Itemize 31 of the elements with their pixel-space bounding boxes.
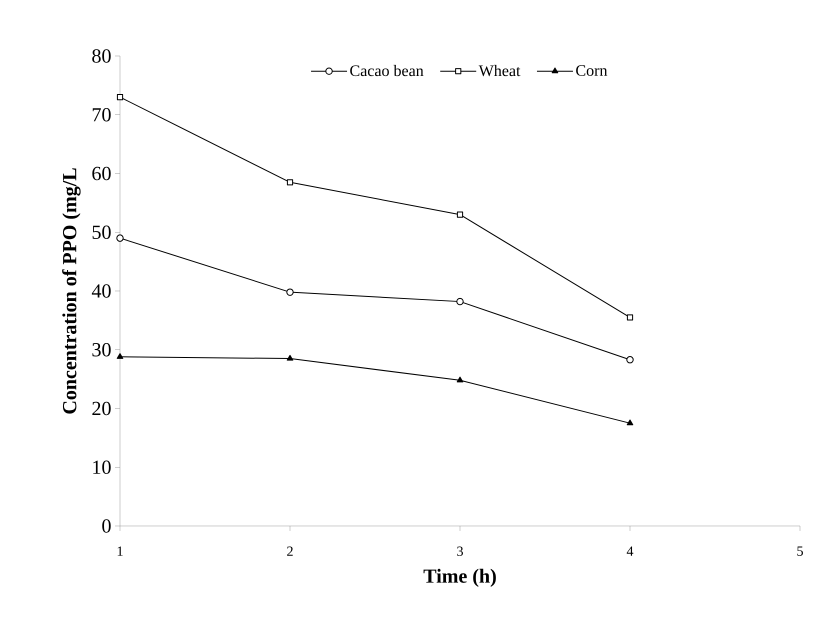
- point: [456, 212, 464, 218]
- y-tick-label: 10: [93, 460, 111, 474]
- legend-label: Wheat: [478, 64, 520, 76]
- point: [626, 314, 634, 321]
- point: [116, 353, 124, 359]
- x-tick-label: 2: [287, 546, 293, 556]
- point: [286, 179, 294, 186]
- y-tick-label: 60: [92, 166, 111, 180]
- y-tick-label: 70: [92, 108, 111, 122]
- y-tick-label: 80: [92, 49, 111, 63]
- y-tick-label: 30: [92, 342, 111, 356]
- y-tick-label: 0: [102, 519, 111, 533]
- y-tick-label: 20: [92, 402, 111, 416]
- x-tick-label: 3: [457, 546, 463, 556]
- point: [286, 288, 294, 296]
- x-tick-label: 4: [626, 546, 634, 556]
- point: [456, 298, 464, 306]
- point: [286, 354, 294, 361]
- x-axis-title: Time (h): [424, 568, 496, 587]
- point: [626, 419, 634, 426]
- y-tick-label: 50: [92, 225, 111, 239]
- legend-label: Corn: [576, 65, 608, 76]
- point: [116, 234, 124, 242]
- point: [116, 94, 124, 100]
- x-tick-label: 1: [118, 546, 123, 556]
- x-tick-label: 5: [797, 546, 803, 556]
- point: [626, 356, 634, 364]
- y-tick-label: 40: [92, 284, 111, 298]
- point: [456, 376, 464, 382]
- y-axis-title: Concentration of PPO (mg/L: [62, 168, 81, 414]
- legend-label: Cacao bean: [350, 64, 424, 76]
